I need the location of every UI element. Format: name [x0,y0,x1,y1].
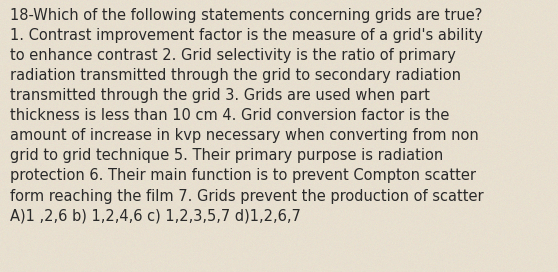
Text: 18-Which of the following statements concerning grids are true?
1. Contrast impr: 18-Which of the following statements con… [10,8,484,224]
